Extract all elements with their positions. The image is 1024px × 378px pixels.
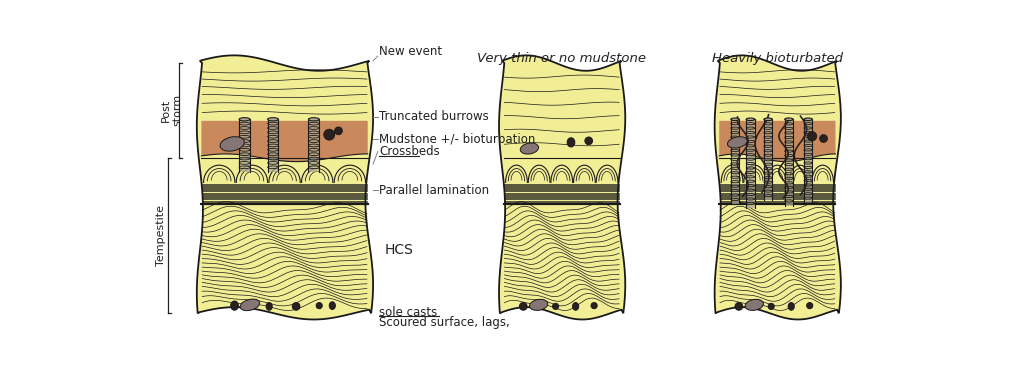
Ellipse shape [241,299,260,311]
Ellipse shape [529,299,548,310]
Ellipse shape [788,302,795,310]
Polygon shape [308,119,319,172]
Polygon shape [202,121,368,162]
Polygon shape [784,119,794,206]
Ellipse shape [220,137,245,151]
Ellipse shape [316,302,323,309]
Ellipse shape [324,129,335,140]
Ellipse shape [330,302,336,310]
Polygon shape [197,55,373,319]
Text: HCS: HCS [385,243,414,257]
Text: sole casts: sole casts [379,307,437,319]
Ellipse shape [731,118,739,121]
Ellipse shape [240,118,250,121]
Ellipse shape [266,302,272,310]
Text: Crossbeds: Crossbeds [379,145,440,158]
Polygon shape [499,55,626,319]
Ellipse shape [308,118,319,121]
Ellipse shape [230,301,239,310]
Ellipse shape [727,137,748,148]
Ellipse shape [572,302,579,310]
Ellipse shape [519,302,527,310]
Text: Heavily bioturbated: Heavily bioturbated [712,51,843,65]
Ellipse shape [745,299,764,310]
Ellipse shape [746,118,755,121]
Ellipse shape [764,118,772,121]
Ellipse shape [553,303,559,310]
Ellipse shape [267,118,279,121]
Text: New event: New event [379,45,442,58]
Text: Very thin or no mudstone: Very thin or no mudstone [477,51,646,65]
Ellipse shape [807,302,813,309]
Polygon shape [746,119,755,208]
Polygon shape [240,119,250,172]
Polygon shape [719,121,836,162]
Polygon shape [715,55,841,319]
Text: Scoured surface, lags,: Scoured surface, lags, [379,316,510,328]
Ellipse shape [335,127,342,135]
Ellipse shape [735,302,742,310]
Ellipse shape [804,118,812,121]
Text: Truncated burrows: Truncated burrows [379,110,489,124]
Text: Tempestite: Tempestite [156,205,166,266]
Ellipse shape [819,135,827,143]
Ellipse shape [520,143,539,154]
Polygon shape [804,119,812,203]
Text: Parallel lamination: Parallel lamination [379,184,489,197]
Polygon shape [764,119,772,200]
Polygon shape [731,119,739,204]
Ellipse shape [292,302,300,310]
Polygon shape [267,119,279,172]
Ellipse shape [567,138,574,147]
Ellipse shape [585,137,593,145]
Ellipse shape [768,303,774,310]
Ellipse shape [807,132,816,141]
Text: Mudstone +/- bioturbation: Mudstone +/- bioturbation [379,133,536,146]
Text: Post
storm: Post storm [161,94,182,127]
Ellipse shape [784,118,794,121]
Ellipse shape [591,302,597,309]
